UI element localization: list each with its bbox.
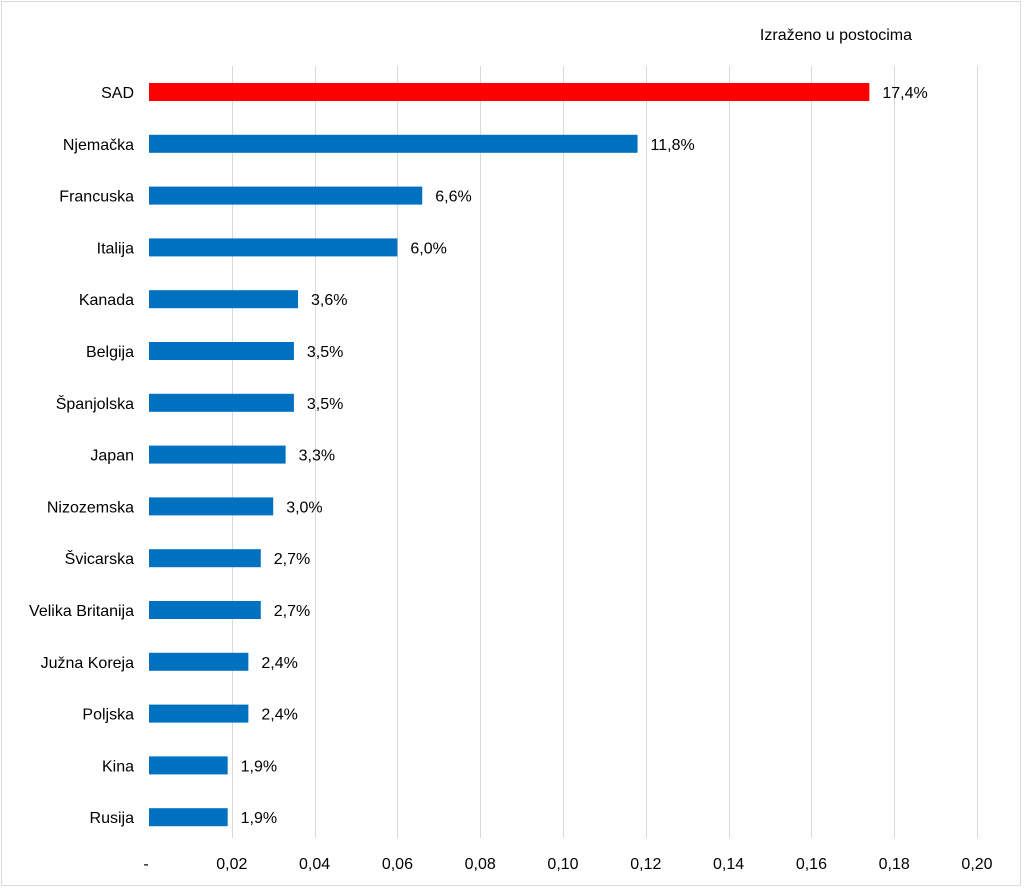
category-label: Japan: [90, 448, 134, 465]
value-label: 3,0%: [286, 499, 322, 516]
value-label: 2,4%: [261, 707, 297, 724]
category-label: Rusija: [90, 810, 135, 827]
x-tick-label: 0,08: [465, 856, 496, 873]
x-tick-label: 0,18: [879, 856, 910, 873]
bar-velika-britanija: [149, 601, 261, 619]
category-label: Švicarska: [65, 549, 134, 568]
category-label: Belgija: [86, 344, 134, 361]
category-label: Kanada: [79, 292, 134, 309]
value-label: 6,0%: [410, 240, 446, 257]
value-label: 3,6%: [311, 292, 347, 309]
bar-kina: [149, 756, 228, 775]
bars: [149, 83, 870, 827]
category-label: Južna Koreja: [41, 655, 134, 672]
value-labels: 17,4% 11,8% 6,6% 6,0% 3,6% 3,5% 3,5% 3,3% 3,0% 2,…: [241, 85, 928, 827]
x-tick-label: 0,12: [630, 856, 661, 873]
category-label: SAD: [101, 85, 134, 102]
x-tick-label: 0,06: [382, 856, 413, 873]
value-label: 1,9%: [241, 810, 277, 827]
value-label: 11,8%: [651, 137, 695, 154]
value-label: 3,5%: [307, 396, 343, 413]
bar-japan: [149, 445, 286, 464]
value-label: 3,3%: [299, 448, 335, 465]
bar-poljska: [149, 704, 249, 723]
value-label: 2,7%: [274, 551, 310, 568]
x-tick-label: -: [143, 856, 148, 873]
bar-belgija: [149, 342, 294, 360]
category-label: Francuska: [59, 189, 134, 206]
bar-švicarska: [149, 549, 261, 568]
bar-južna-koreja: [149, 652, 249, 671]
unit-note: Izraženo u postocima: [760, 27, 912, 44]
value-label: 6,6%: [435, 189, 471, 206]
x-tick-label: 0,20: [961, 856, 992, 873]
bar-sad: [149, 83, 870, 101]
category-label: Italija: [97, 240, 134, 257]
value-label: 17,4%: [882, 85, 927, 102]
category-label: Velika Britanija: [29, 603, 134, 620]
category-label: Kina: [102, 758, 134, 775]
x-tick-label: 0,14: [713, 856, 744, 873]
value-label: 3,5%: [307, 344, 343, 361]
value-label: 2,7%: [274, 603, 310, 620]
bar-italija: [149, 238, 398, 257]
bar-nizozemska: [149, 497, 274, 516]
bar-španjolska: [149, 393, 294, 412]
category-label: Poljska: [82, 707, 134, 724]
category-label: Nizozemska: [47, 499, 134, 516]
bar-njemačka: [149, 134, 638, 153]
x-tick-label: 0,16: [796, 856, 827, 873]
x-tick-label: 0,04: [299, 856, 330, 873]
grid-lines: [232, 66, 978, 838]
category-labels: SAD Njemačka Francuska Italija Kanada Belgija…: [29, 85, 134, 827]
bar-kanada: [149, 290, 299, 309]
value-label: 1,9%: [241, 758, 277, 775]
category-label: Njemačka: [63, 137, 134, 154]
x-axis-tick-labels: - 0,02 0,04 0,06 0,08 0,10 0,12 0,14 0,16 0,18 0,2…: [143, 856, 992, 873]
category-label: Španjolska: [56, 394, 134, 413]
x-tick-label: 0,02: [216, 856, 247, 873]
bar-francuska: [149, 186, 423, 205]
x-tick-label: 0,10: [547, 856, 578, 873]
value-label: 2,4%: [261, 655, 297, 672]
bar-rusija: [149, 808, 228, 827]
